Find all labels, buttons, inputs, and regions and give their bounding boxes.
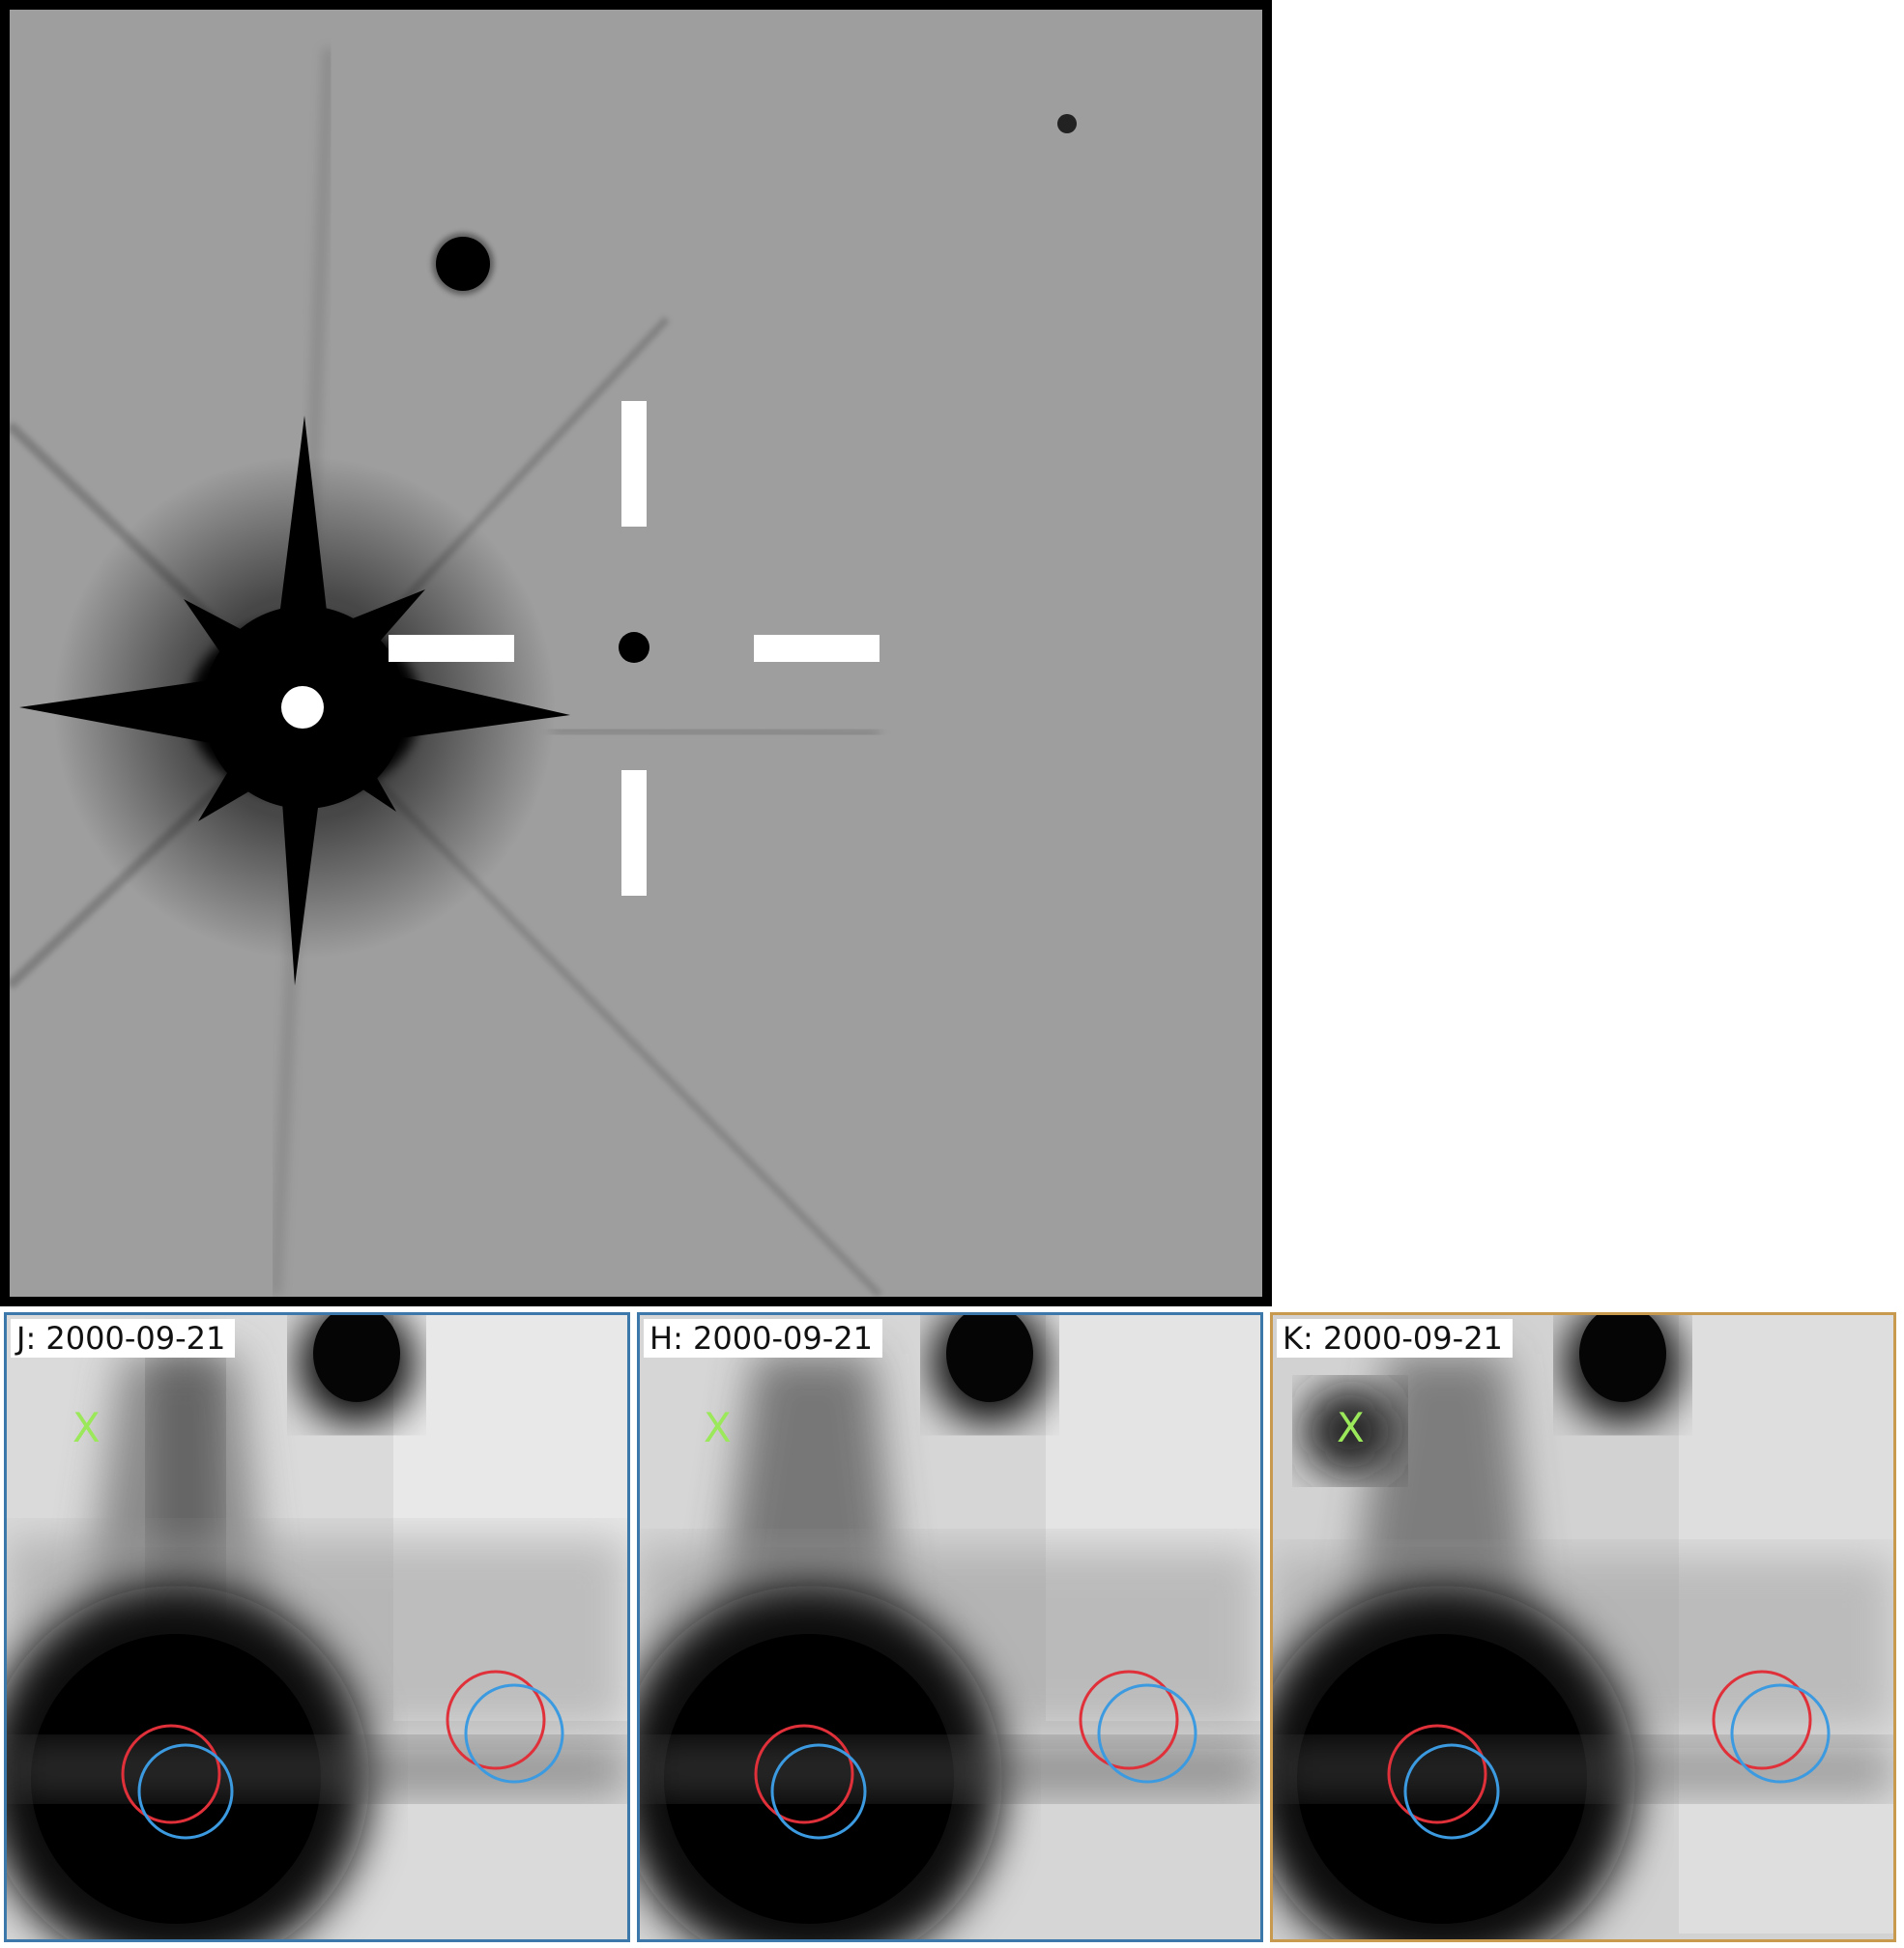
aperture-red [121,1724,221,1824]
aperture-red [1079,1670,1179,1770]
band-date-label: H: 2000-09-21 [644,1319,882,1358]
target-object [619,632,649,663]
aperture-blue [137,1743,234,1840]
cutout-panel-j[interactable]: J: 2000-09-21 X [4,1312,630,1942]
aperture-red [446,1670,546,1770]
cutout-image-h [640,1315,1260,1939]
cutout-image-j [7,1315,627,1939]
main-sky-image[interactable] [0,0,1272,1306]
aperture-blue [464,1683,564,1784]
x-marker: X [704,1404,732,1451]
aperture-red [1712,1670,1812,1770]
cutout-panel-k[interactable]: K: 2000-09-21 X [1270,1312,1896,1942]
aperture-blue [1730,1683,1831,1784]
sky-field [10,10,1262,1297]
x-marker: X [72,1404,101,1451]
band-date-label: K: 2000-09-21 [1277,1319,1513,1358]
faint-star [1057,114,1077,133]
cutout-image-k [1273,1315,1893,1939]
x-marker: X [1337,1404,1365,1451]
aperture-red [754,1724,854,1824]
bright-star [19,415,570,986]
cutout-panel-h[interactable]: H: 2000-09-21 X [637,1312,1263,1942]
aperture-blue [1097,1683,1197,1784]
target-crosshair [389,401,880,896]
aperture-blue [770,1743,867,1840]
aperture-red [1387,1724,1487,1824]
aperture-blue [1403,1743,1500,1840]
saturated-core [281,686,324,729]
band-date-label: J: 2000-09-21 [11,1319,236,1358]
